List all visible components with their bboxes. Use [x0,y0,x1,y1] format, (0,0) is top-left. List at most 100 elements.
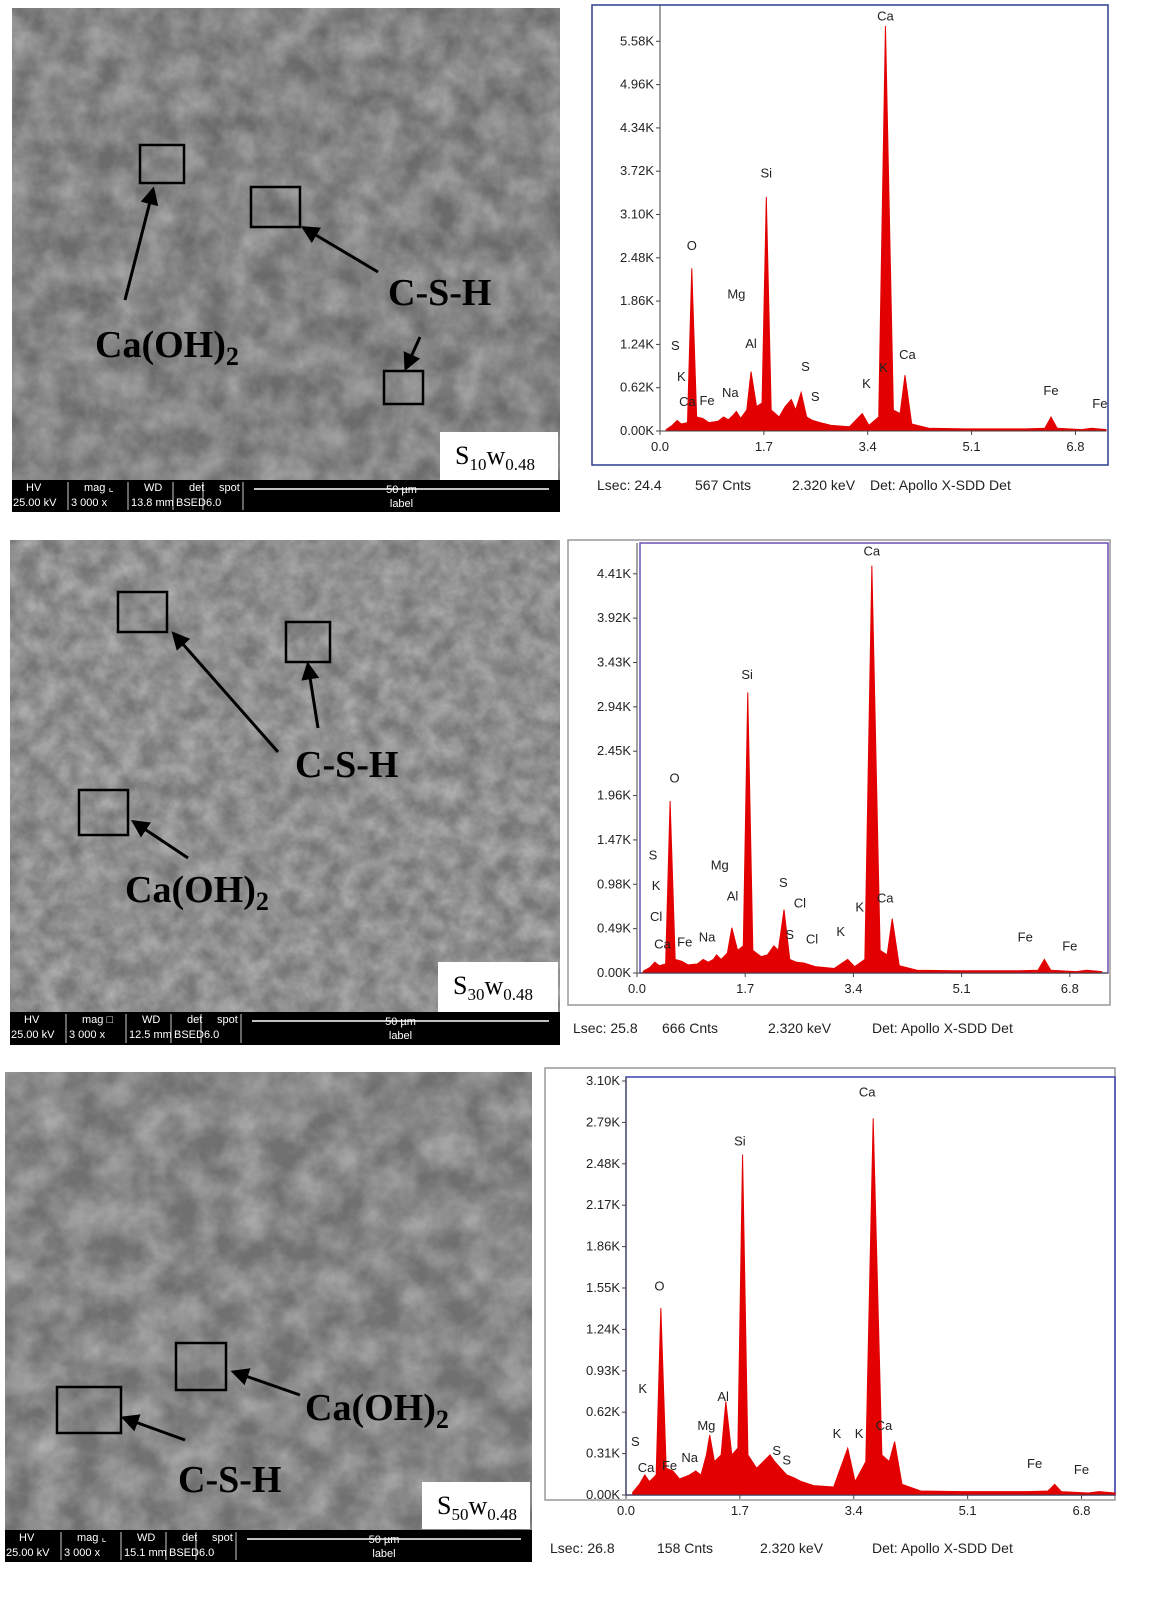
sample-w-sub: 0.48 [503,985,533,1004]
peak-label: Ca [899,347,916,362]
footer-text: Det: Apollo X-SDD Det [872,1020,1013,1036]
arrow [403,336,422,372]
region-box [174,1341,228,1392]
x-tick-label: 3.4 [859,439,877,454]
y-tick-label: 3.43K [597,654,631,669]
sample-w-sub: 0.48 [487,1505,517,1524]
bar-header: HV [24,1014,40,1026]
y-tick-label: 0.31K [586,1446,620,1461]
sample-label: S50w0.48 [437,1491,517,1524]
y-tick-label: 3.72K [620,163,654,178]
footer-text: 158 Cnts [657,1540,713,1556]
y-tick-label: 1.86K [586,1239,620,1254]
bar-header: spot [212,1532,233,1544]
bar-label: label [372,1548,395,1560]
bar-header: mag ⌞ [77,1532,107,1544]
x-tick-label: 0.0 [628,981,646,996]
peak-label: S [785,927,794,942]
bar-value: BSED [174,1029,204,1041]
csh-label: C-S-H [295,744,398,786]
x-tick-label: 0.0 [617,1503,635,1518]
peak-label: Ca [638,1460,655,1475]
peak-label: Al [717,1389,729,1404]
y-tick-label: 0.00K [620,423,654,438]
bar-value: 6.0 [204,1029,219,1041]
bar-value: 6.0 [206,497,221,509]
label-subscript: 2 [226,342,239,371]
y-tick-label: 1.96K [597,788,631,803]
y-tick-label: 0.93K [586,1363,620,1378]
x-tick-label: 6.8 [1066,439,1084,454]
status-bar [10,1012,560,1045]
spectrum [642,565,1103,974]
bar-header: HV [26,482,42,494]
y-tick-label: 2.45K [597,743,631,758]
footer-text: Lsec: 24.4 [597,477,662,493]
x-tick-label: 6.8 [1061,981,1079,996]
micrograph-texture [5,1072,532,1530]
y-tick-label: 1.86K [620,293,654,308]
peak-label: K [836,924,845,939]
y-tick-label: 4.34K [620,120,654,135]
peak-label: K [855,900,864,915]
y-tick-label: 2.48K [620,250,654,265]
bar-value: 13.8 mm [131,497,174,509]
y-tick-label: 1.55K [586,1280,620,1295]
sample-w: w [484,971,503,1000]
peak-label: O [669,771,679,786]
region-box [249,185,302,229]
bar-value: 15.1 mm [124,1547,167,1559]
footer-text: 666 Cnts [662,1020,718,1036]
x-tick-label: 5.1 [959,1503,977,1518]
y-tick-label: 0.62K [586,1404,620,1419]
peak-label: K [862,376,871,391]
bar-header: WD [144,482,162,494]
bar-label: label [389,1030,412,1042]
x-tick-label: 6.8 [1072,1503,1090,1518]
region-box [55,1385,123,1435]
peak-label: K [855,1426,864,1441]
y-tick-label: 2.79K [586,1114,620,1129]
arrow [171,631,280,753]
peak-label: S [671,338,680,353]
x-tick-label: 3.4 [845,1503,863,1518]
peak-label: Ca [859,1084,876,1099]
peak-label: K [652,878,661,893]
bar-value: 12.5 mm [129,1029,172,1041]
region-box [138,143,186,185]
y-tick-label: 2.94K [597,699,631,714]
sample-s: S [455,441,469,470]
arrow [300,226,379,274]
region-box [382,369,425,406]
arrow [123,186,159,301]
arrow [301,661,320,729]
peak-label: S [801,359,810,374]
sample-s-sub: 50 [451,1505,468,1524]
peak-label: Ca [877,890,894,905]
x-tick-label: 1.7 [755,439,773,454]
bar-header: mag □ [82,1014,113,1026]
spectrum [665,25,1107,432]
sample-w: w [486,441,505,470]
x-tick-label: 1.7 [731,1503,749,1518]
peak-label: Cl [794,895,806,910]
peak-label: K [879,360,888,375]
x-tick-label: 5.1 [953,981,971,996]
y-tick-label: 2.17K [586,1197,620,1212]
label-text: Ca(OH) [95,324,226,366]
peak-label: Cl [806,931,818,946]
bar-value: 25.00 kV [11,1029,55,1041]
label-text: Ca(OH) [125,869,256,911]
y-tick-label: 0.62K [620,380,654,395]
chart-frame [567,539,1111,1006]
calcium-hydroxide-label: Ca(OH)2 [125,869,269,916]
region-box [77,788,130,837]
bar-header: WD [137,1532,155,1544]
peak-label: S [779,875,788,890]
peak-label: Fe [1018,929,1033,944]
y-tick-label: 5.58K [620,33,654,48]
bar-header: WD [142,1014,160,1026]
calcium-hydroxide-label: Ca(OH)2 [95,324,239,371]
